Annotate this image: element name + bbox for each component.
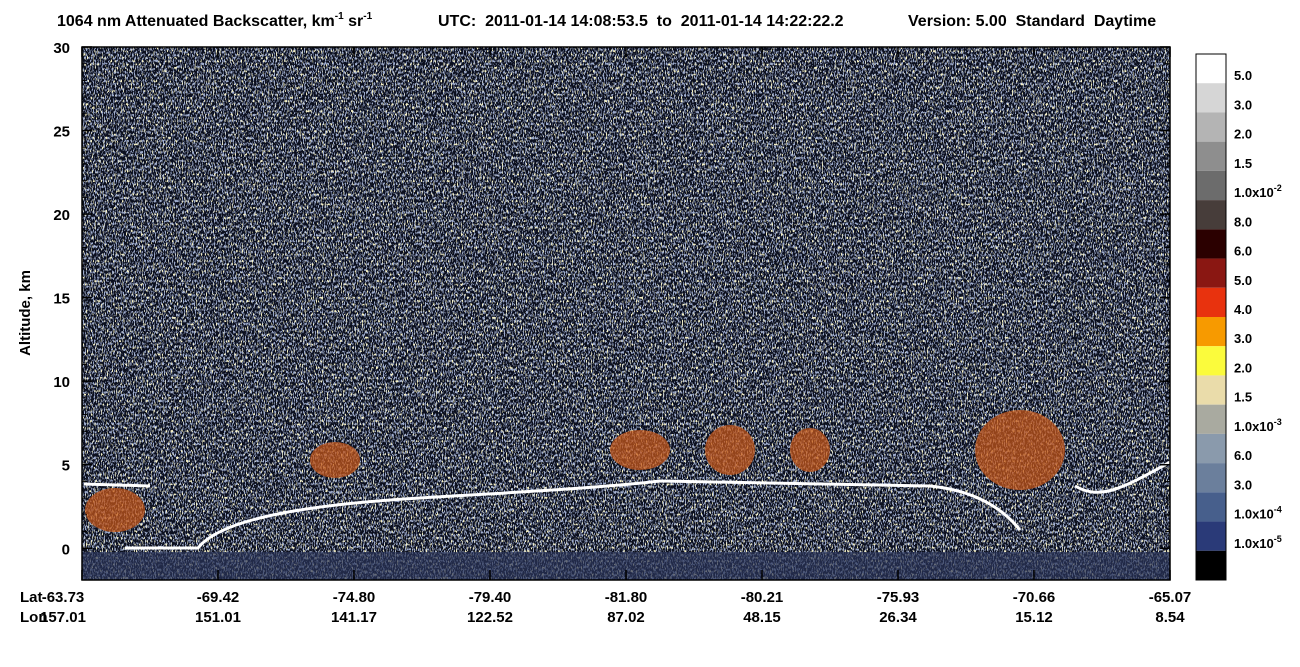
colorbar-label-exp: -3: [1274, 417, 1282, 427]
lon-tick-label: 141.17: [331, 609, 377, 626]
colorbar-frame: [1195, 53, 1227, 581]
lon-tick-label: 26.34: [879, 609, 917, 626]
colorbar-label-text: 6.0: [1234, 448, 1252, 463]
colorbar-label: 1.5: [1234, 390, 1252, 405]
colorbar-swatch: [1196, 463, 1226, 493]
title-exp: -1: [335, 11, 344, 22]
lat-row-label: Lat: [20, 589, 43, 606]
lat-tick-label: -63.73: [42, 589, 85, 606]
colorbar-label-text: 1.5: [1234, 156, 1252, 171]
lon-tick-label: 8.54: [1155, 609, 1185, 626]
lon-tick-label: 87.02: [607, 609, 645, 626]
colorbar-label-exp: -2: [1274, 183, 1282, 193]
title-unit: sr: [344, 13, 364, 30]
y-tick-label: 0: [62, 541, 70, 558]
lon-tick-label: 48.15: [743, 609, 781, 626]
colorbar-swatch: [1196, 287, 1226, 317]
colorbar-label-text: 3.0: [1234, 477, 1252, 492]
colorbar-label: 5.0: [1234, 68, 1252, 83]
colorbar-label-exp: -4: [1274, 505, 1282, 515]
y-tick-label: 20: [53, 207, 70, 224]
colorbar-swatch: [1196, 433, 1226, 464]
colorbar-label-text: 4.0: [1234, 302, 1252, 317]
colorbar-label-text: 3.0: [1234, 331, 1252, 346]
y-tick-label: 15: [53, 291, 70, 308]
colorbar-label: 2.0: [1234, 360, 1252, 375]
colorbar-label-text: 8.0: [1234, 214, 1252, 229]
colorbar-label-text: 6.0: [1234, 244, 1252, 259]
chart-title: 1064 nm Attenuated Backscatter, km-1 sr-…: [57, 11, 373, 30]
colorbar-swatch: [1196, 521, 1226, 551]
colorbar-swatch: [1196, 404, 1226, 434]
lat-tick-label: -81.80: [605, 589, 648, 606]
colorbar-label-text: 5.0: [1234, 68, 1252, 83]
y-axis-label: Altitude, km: [17, 270, 34, 356]
colorbar-swatch: [1196, 112, 1226, 142]
lat-tick-label: -79.40: [469, 589, 512, 606]
lat-tick-label: -75.93: [877, 589, 920, 606]
colorbar-label: 8.0: [1234, 214, 1252, 229]
colorbar-label-text: 2.0: [1234, 360, 1252, 375]
colorbar-label: 1.0x10-5: [1234, 534, 1282, 551]
lat-tick-label: -65.07: [1149, 589, 1192, 606]
colorbar-swatch: [1196, 346, 1226, 376]
lat-tick-label: -80.21: [741, 589, 784, 606]
colorbar-label-text: 1.0x10: [1234, 536, 1274, 551]
lon-tick-label: 157.01: [40, 609, 86, 626]
y-tick-label: 25: [53, 124, 70, 141]
colorbar-label: 4.0: [1234, 302, 1252, 317]
lat-tick-label: -69.42: [197, 589, 240, 606]
title-utc: UTC: 2011-01-14 14:08:53.5 to 2011-01-14…: [438, 13, 844, 30]
colorbar-label: 1.0x10-3: [1234, 417, 1282, 434]
colorbar-swatch: [1196, 375, 1226, 405]
colorbar-label-text: 1.0x10: [1234, 419, 1274, 434]
colorbar-label-text: 1.0x10: [1234, 507, 1274, 522]
lat-tick-label: -74.80: [333, 589, 376, 606]
colorbar-label: 2.0: [1234, 127, 1252, 142]
colorbar-label: 1.0x10-4: [1234, 505, 1282, 522]
colorbar-label-text: 1.5: [1234, 390, 1252, 405]
colorbar-label: 3.0: [1234, 477, 1252, 492]
colorbar-swatch: [1196, 170, 1226, 201]
colorbar-swatch: [1196, 550, 1226, 580]
colorbar-label: 3.0: [1234, 331, 1252, 346]
colorbar-swatch: [1196, 258, 1226, 288]
colorbar-label-text: 5.0: [1234, 273, 1252, 288]
colorbar-label: 5.0: [1234, 273, 1252, 288]
y-tick-label: 10: [53, 374, 70, 391]
colorbar-swatch: [1196, 200, 1226, 230]
colorbar-label-text: 2.0: [1234, 127, 1252, 142]
colorbar-swatch: [1196, 54, 1226, 84]
colorbar-swatch: [1196, 317, 1226, 347]
y-tick-label: 30: [53, 40, 70, 57]
colorbar-swatch: [1196, 492, 1226, 522]
lon-row-label: Lon: [20, 609, 48, 626]
y-tick-label: 5: [62, 458, 70, 475]
colorbar-swatch: [1196, 141, 1226, 171]
colorbar-label-exp: -5: [1274, 534, 1282, 544]
lon-tick-label: 122.52: [467, 609, 513, 626]
colorbar-label: 6.0: [1234, 448, 1252, 463]
colorbar-swatch: [1196, 229, 1226, 259]
colorbar-label: 1.0x10-2: [1234, 183, 1282, 200]
colorbar-label: 3.0: [1234, 97, 1252, 112]
title-exp: -1: [363, 11, 372, 22]
lon-tick-label: 15.12: [1015, 609, 1053, 626]
title-main: 1064 nm Attenuated Backscatter, km: [57, 13, 335, 30]
lon-tick-label: 151.01: [195, 609, 241, 626]
curtain-image: [82, 47, 1170, 580]
colorbar-label-text: 1.0x10: [1234, 185, 1274, 200]
lat-tick-label: -70.66: [1013, 589, 1056, 606]
colorbar-label: 1.5: [1234, 156, 1252, 171]
colorbar-swatch: [1196, 83, 1226, 113]
colorbar-label: 6.0: [1234, 244, 1252, 259]
title-version: Version: 5.00 Standard Daytime: [908, 13, 1156, 30]
colorbar-label-text: 3.0: [1234, 97, 1252, 112]
